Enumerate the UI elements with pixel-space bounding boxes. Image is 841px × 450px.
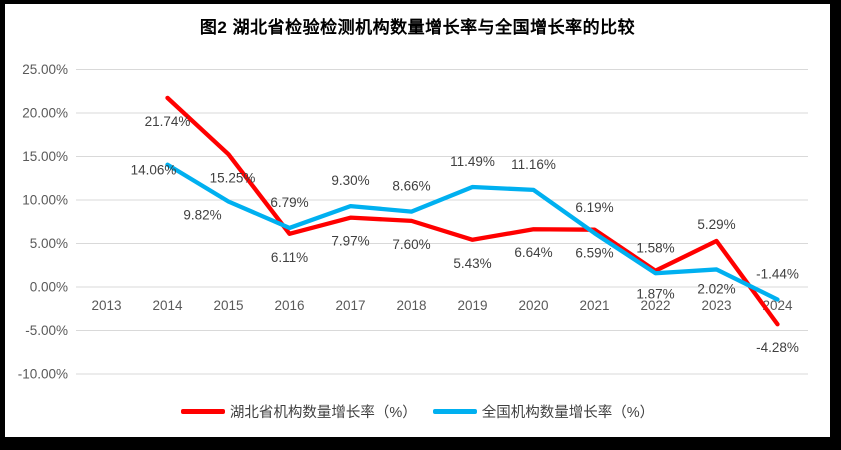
data-label: 5.29%: [697, 217, 735, 232]
legend-label-national: 全国机构数量增长率（%）: [481, 405, 655, 421]
series-line: [165, 95, 780, 327]
x-axis-tick-label: 2021: [579, 298, 609, 313]
legend-item-national: 全国机构数量增长率（%）: [432, 401, 655, 422]
data-label: 2.02%: [697, 281, 735, 296]
data-label: 15.25%: [210, 170, 256, 185]
series-line: [165, 162, 780, 302]
data-label: 6.79%: [270, 195, 308, 210]
data-label: 1.58%: [636, 240, 674, 255]
data-label: -1.44%: [756, 267, 799, 282]
chart-canvas: 图2 湖北省检验检测机构数量增长率与全国增长率的比较 25.00% 20.00% 1…: [5, 4, 830, 437]
chart-title: 图2 湖北省检验检测机构数量增长率与全国增长率的比较: [199, 18, 636, 37]
data-label: 21.74%: [145, 114, 191, 129]
x-axis-tick-label: 2015: [213, 298, 243, 313]
x-axis-tick-label: 2022: [640, 298, 670, 313]
line-chart-plot: 25.00% 20.00% 15.00% 10.00% 5.00% 0.00% -5.00%…: [18, 62, 808, 382]
x-axis-tick-label: 2014: [152, 298, 183, 313]
y-axis-tick-label: 20.00%: [22, 106, 68, 121]
data-label: 7.97%: [331, 234, 369, 249]
y-axis-tick-label: 10.00%: [22, 193, 68, 208]
legend-label-hubei: 湖北省机构数量增长率（%）: [229, 405, 417, 421]
data-label: 6.59%: [575, 246, 613, 261]
y-axis-tick-label: 0.00%: [30, 280, 68, 295]
data-label: 8.66%: [392, 179, 430, 194]
x-axis-tick-label: 2024: [762, 298, 793, 313]
y-axis-tick-label: -10.00%: [18, 367, 68, 382]
data-label: 9.82%: [183, 208, 221, 223]
data-label: 9.30%: [331, 173, 369, 188]
x-axis-tick-label: 2013: [91, 298, 121, 313]
x-axis-tick-label: 2018: [396, 298, 426, 313]
x-axis-tick-label: 2023: [701, 298, 731, 313]
legend-item-hubei: 湖北省机构数量增长率（%）: [180, 401, 417, 422]
legend-line-swatch-hubei: [180, 409, 225, 414]
data-label: 11.16%: [511, 157, 556, 172]
x-axis-tick-label: 2019: [457, 298, 487, 313]
data-label: -4.28%: [756, 340, 799, 355]
data-label: 6.19%: [575, 200, 613, 215]
data-label: 1.87%: [636, 287, 674, 302]
y-axis-tick-label: 15.00%: [22, 149, 68, 164]
data-label: 6.11%: [271, 250, 308, 265]
chart-legend: 湖北省机构数量增长率（%） 全国机构数量增长率（%）: [5, 401, 830, 422]
data-label: 11.49%: [450, 154, 495, 169]
y-axis-tick-label: 25.00%: [22, 62, 68, 77]
y-axis-tick-label: 5.00%: [30, 236, 68, 251]
x-axis-tick-label: 2020: [518, 298, 548, 313]
y-axis-tick-label: -5.00%: [25, 323, 68, 338]
legend-line-swatch-national: [432, 409, 477, 414]
data-label: 5.43%: [453, 256, 491, 271]
data-label: 14.06%: [131, 163, 177, 178]
x-axis-tick-label: 2016: [274, 298, 304, 313]
data-label: 7.60%: [392, 237, 430, 252]
data-label: 6.64%: [514, 245, 552, 260]
x-axis-tick-label: 2017: [335, 298, 365, 313]
